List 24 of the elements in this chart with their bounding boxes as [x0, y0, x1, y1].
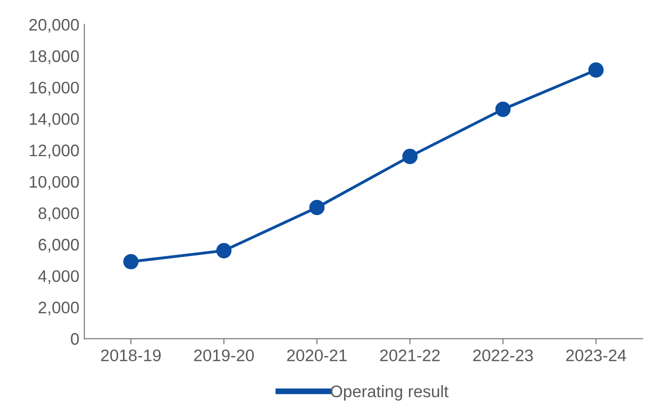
x-tick-label: 2022-23	[473, 349, 533, 362]
y-tick-label: 0	[70, 333, 79, 345]
point	[495, 102, 511, 117]
point	[402, 148, 418, 164]
y-tick-label: 4,000	[38, 270, 79, 284]
x-tick-label: 2019-20	[194, 349, 254, 362]
y-tick-label: 2,000	[38, 302, 79, 316]
y-tick-label: 16,000	[30, 82, 79, 96]
point	[123, 254, 139, 270]
x-tick-label: 2020-21	[287, 349, 347, 362]
point	[309, 200, 325, 216]
y-tick-label: 12,000	[30, 144, 79, 158]
y-tick-label: 10,000	[30, 176, 79, 190]
y-tick-label: 20,000	[29, 18, 79, 33]
legend-label: Operating result	[330, 385, 448, 401]
x-tick-label: 2018-19	[101, 349, 161, 362]
y-tick-label: 18,000	[30, 50, 79, 64]
point	[216, 243, 232, 258]
y-tick-label: 14,000	[30, 113, 79, 127]
x-tick-label: 2023-24	[566, 349, 626, 362]
x-tick-label: 2021-22	[380, 349, 440, 362]
point	[588, 62, 604, 78]
y-tick-label: 6,000	[38, 238, 79, 253]
y-tick-label: 8,000	[38, 207, 79, 222]
